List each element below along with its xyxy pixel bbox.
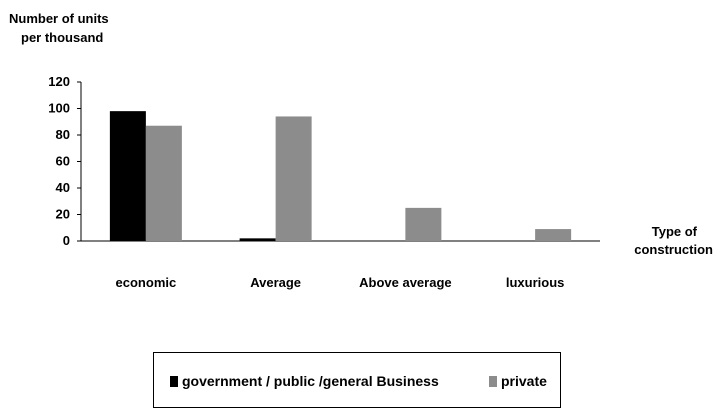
- y-tick-label: 100: [48, 101, 70, 116]
- y-tick-label: 120: [48, 74, 70, 89]
- legend-item-private: private: [489, 373, 547, 389]
- x-axis-title: Type of construction: [612, 223, 713, 259]
- bar-private: [145, 125, 182, 241]
- y-tick-label: 0: [63, 233, 70, 248]
- bar-private: [535, 229, 572, 241]
- x-tick-label: luxurious: [506, 275, 565, 290]
- legend-item-government: government / public /general Business: [170, 373, 439, 389]
- y-axis-title: Number of units per thousand: [9, 9, 109, 47]
- y-axis-title-line-2: per thousand: [21, 30, 104, 45]
- y-axis-title-line-1: Number of units: [9, 11, 109, 26]
- y-tick-label: 60: [56, 154, 70, 169]
- legend-swatch-private: [489, 375, 497, 387]
- bar-private: [405, 207, 442, 241]
- x-tick-label: Above average: [359, 275, 452, 290]
- y-tick-label: 40: [56, 180, 70, 195]
- legend-swatch-government: [170, 375, 178, 387]
- y-tick-label: 20: [56, 207, 70, 222]
- bar-private: [275, 116, 312, 241]
- legend: government / public /general Business pr…: [153, 352, 561, 408]
- x-tick-label: Average: [250, 275, 301, 290]
- bar-government: [109, 111, 146, 242]
- legend-label-government: government / public /general Business: [182, 373, 439, 389]
- bar-government: [239, 238, 276, 241]
- x-axis-title-line-2: construction: [634, 242, 713, 257]
- x-axis-title-line-1: Type of: [651, 224, 697, 239]
- legend-label-private: private: [501, 373, 547, 389]
- x-tick-label: economic: [116, 275, 177, 290]
- y-tick-label: 80: [56, 127, 70, 142]
